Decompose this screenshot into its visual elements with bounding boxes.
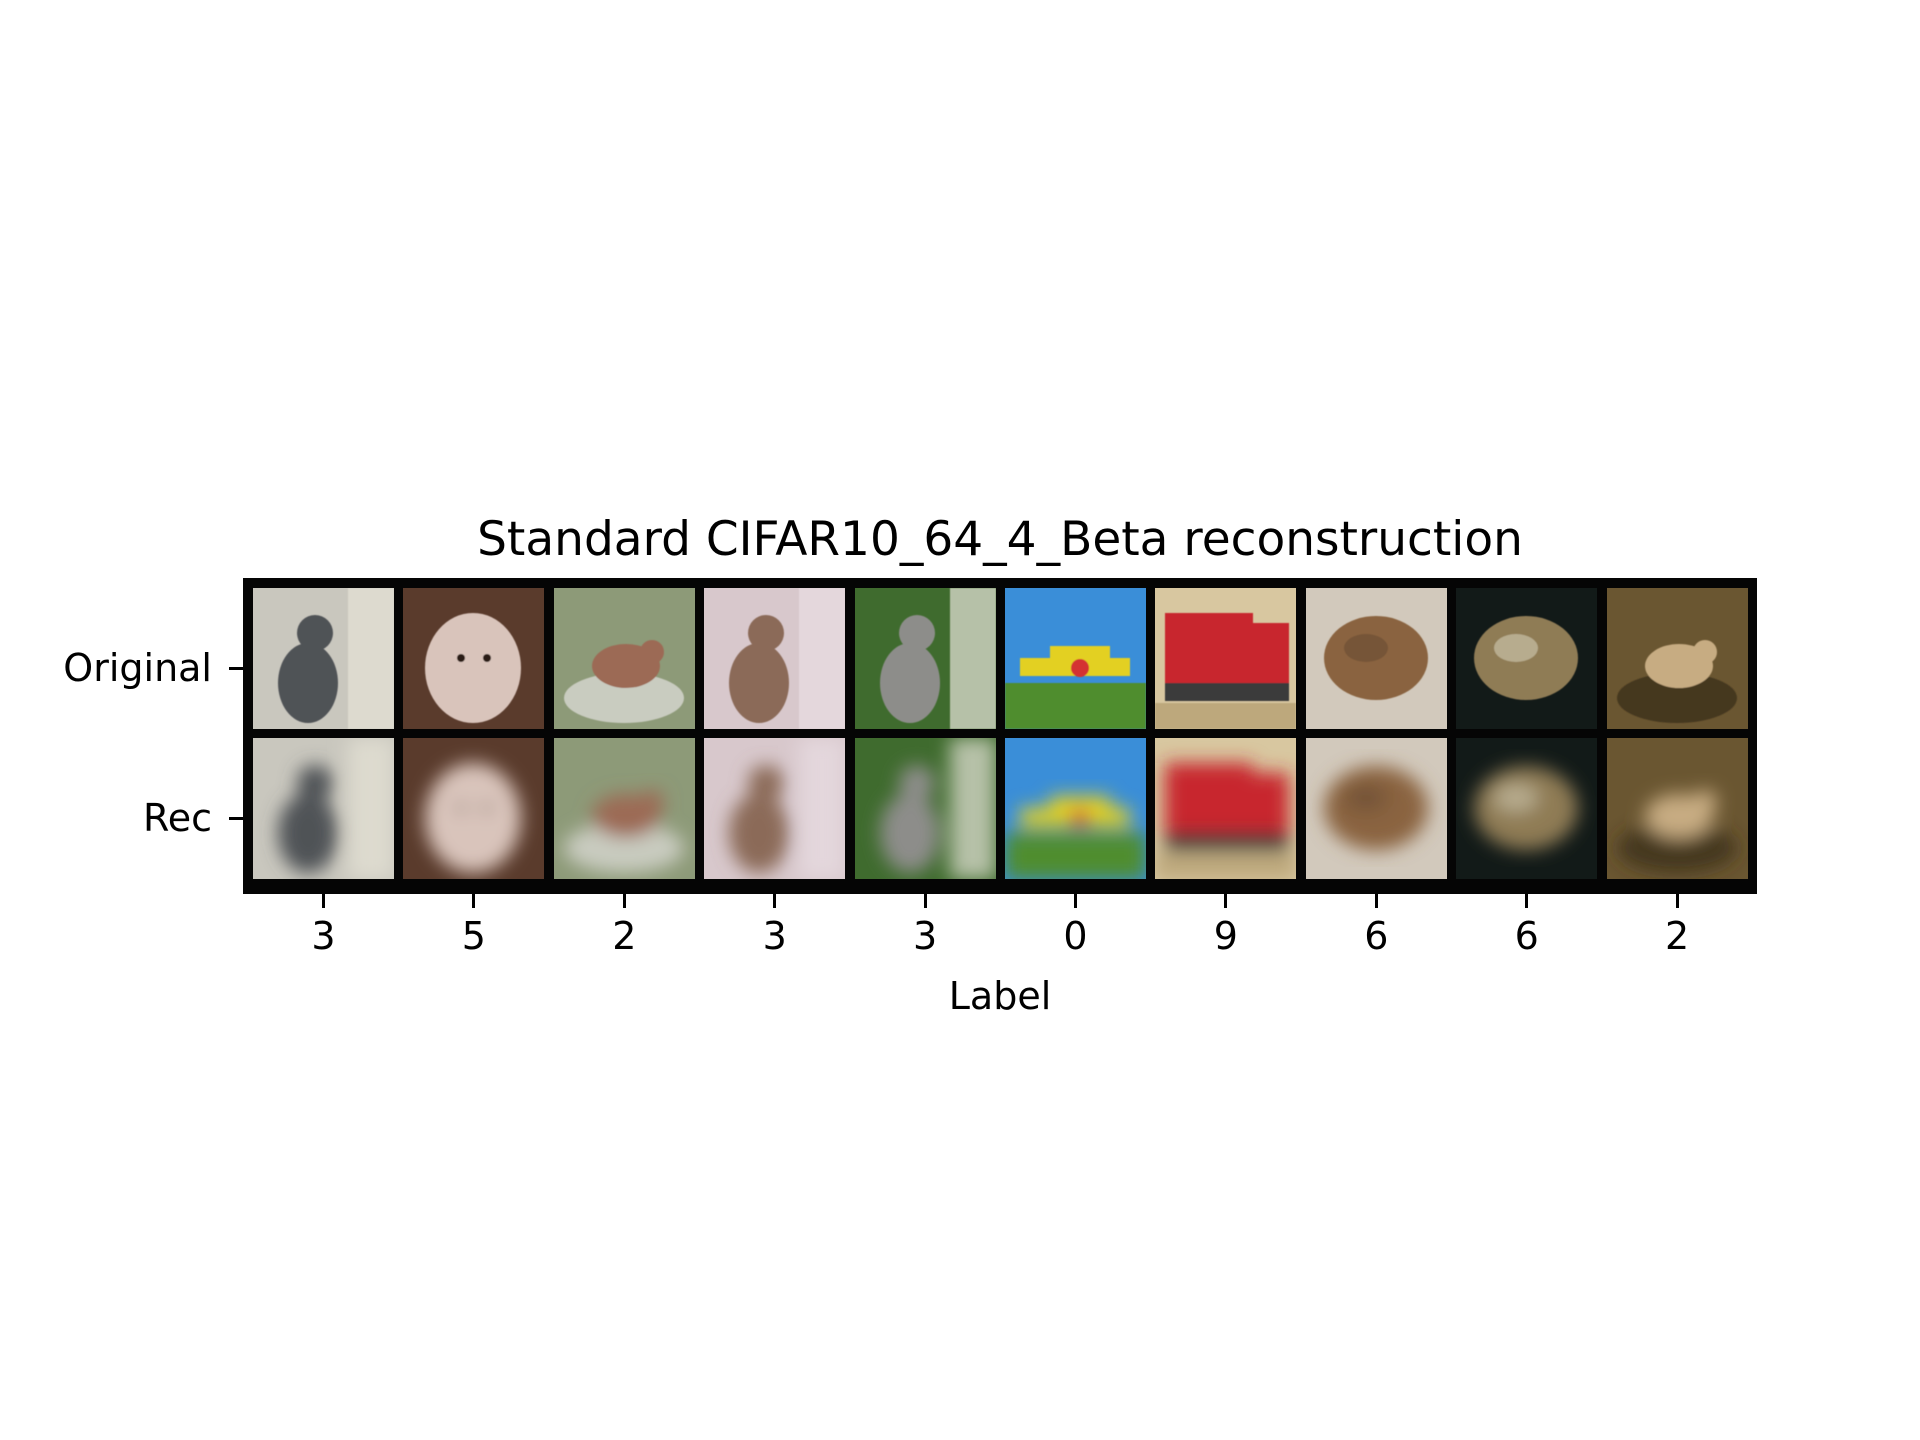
image-grid [243,578,1757,894]
chart-title: Standard CIFAR10_64_4_Beta reconstructio… [477,512,1523,567]
x-tick-mark [322,894,325,908]
original-image-4 [704,588,846,729]
x-tick-label: 6 [1364,914,1389,958]
x-tick-mark [1525,894,1529,908]
reconstruction-image-6 [1005,738,1146,879]
y-tick-label: Rec [143,796,212,840]
x-tick-label: 3 [762,914,787,958]
reconstruction-image-4 [704,738,846,879]
x-axis-label: Label [948,974,1052,1018]
x-tick-label: 0 [1063,914,1088,958]
x-tick-mark [472,894,476,908]
original-image-5 [854,588,996,729]
x-tick-label: 3 [913,914,938,958]
x-tick-mark [773,894,777,908]
x-tick-label: 3 [311,914,336,958]
reconstruction-image-5 [854,738,996,879]
x-tick-mark [1224,894,1228,908]
reconstruction-image-8 [1305,738,1447,879]
x-tick-label: 2 [1665,914,1690,958]
original-image-7 [1155,588,1297,729]
reconstruction-image-9 [1456,738,1598,879]
reconstruction-image-7 [1155,738,1297,879]
x-tick-mark [1074,894,1077,908]
x-tick-label: 2 [612,914,637,958]
x-tick-label: 6 [1514,914,1539,958]
original-image-2 [403,588,545,729]
original-image-9 [1456,588,1598,729]
x-tick-mark [923,894,927,908]
reconstruction-image-10 [1606,738,1748,879]
y-tick-mark [229,667,243,670]
x-tick-mark [1675,894,1679,908]
x-tick-mark [1374,894,1378,908]
reconstruction-image-3 [553,738,695,879]
original-image-1 [253,588,394,729]
x-tick-label: 5 [461,914,486,958]
original-image-10 [1606,588,1748,729]
y-tick-mark [229,817,243,820]
x-tick-mark [622,894,626,908]
original-image-3 [553,588,695,729]
original-image-6 [1005,588,1146,729]
x-tick-label: 9 [1213,914,1238,958]
reconstruction-image-2 [403,738,545,879]
original-image-8 [1305,588,1447,729]
y-tick-label: Original [63,646,212,690]
reconstruction-image-1 [253,738,394,879]
